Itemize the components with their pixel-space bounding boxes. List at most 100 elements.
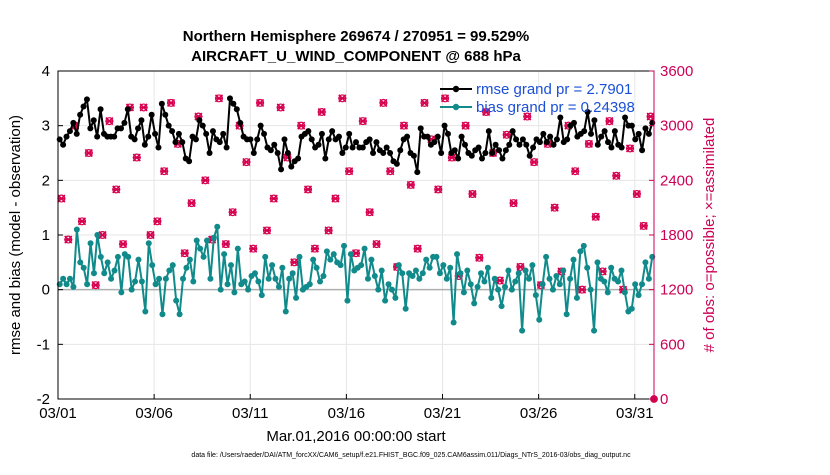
legend: rmse grand pr = 2.7901 bias grand pr = 0…: [440, 81, 635, 116]
obs-count-point: [180, 249, 189, 258]
bias-point: [224, 281, 231, 288]
rmse-point: [370, 150, 377, 156]
rmse-point: [267, 147, 274, 154]
obs-assimilated-marker: [180, 249, 189, 258]
obs-assimilated-marker: [290, 258, 299, 267]
bias-point: [272, 275, 279, 282]
rmse-point: [152, 130, 159, 137]
rmse-point: [611, 128, 618, 135]
bias-point: [241, 278, 248, 285]
rmse-point: [496, 147, 503, 154]
rmse-point: [209, 128, 216, 135]
rmse-point: [288, 163, 295, 170]
bias-point: [447, 264, 454, 271]
y2-tick-label: 3000: [660, 118, 693, 135]
chart-title: Northern Hemisphere 269674 / 270951 = 99…: [183, 28, 529, 45]
x-tick-label: 03/01: [39, 405, 77, 422]
bias-point: [255, 278, 262, 285]
bias-point: [628, 305, 635, 312]
bias-point: [399, 270, 406, 277]
bias-point: [210, 234, 217, 241]
obs-count-point: [413, 244, 422, 253]
rmse-point: [63, 133, 70, 140]
obs-assimilated-marker: [475, 253, 484, 262]
obs-count-point: [420, 98, 429, 107]
obs-count-point: [166, 98, 176, 107]
rmse-point: [628, 122, 635, 129]
y2-axis-label: # of obs: o=possible; ×=assimilated: [701, 118, 718, 353]
bias-point: [135, 256, 142, 263]
legend-rmse-label: rmse grand pr = 2.7901: [476, 81, 632, 98]
obs-count-point: [639, 221, 648, 230]
bias-point: [529, 262, 536, 269]
bias-point: [128, 286, 135, 293]
bias-point: [512, 278, 519, 285]
obs-assimilated-marker: [201, 176, 210, 185]
bias-point: [573, 294, 580, 301]
bias-point: [498, 303, 505, 310]
bias-point: [546, 275, 553, 282]
obs-assimilated-marker: [324, 226, 333, 235]
bias-point: [440, 262, 447, 269]
bias-point: [231, 289, 238, 296]
obs-count-point: [214, 94, 224, 103]
obs-assimilated-marker: [523, 112, 532, 121]
rmse-point: [380, 150, 387, 156]
rmse-point: [80, 103, 87, 110]
obs-count-point: [105, 117, 114, 126]
rmse-point: [329, 128, 336, 135]
bias-point: [108, 275, 115, 282]
chart-subtitle: AIRCRAFT_U_WIND_COMPONENT @ 688 hPa: [191, 48, 521, 65]
obs-assimilated-marker: [64, 235, 73, 244]
obs-count-point: [461, 121, 470, 130]
rmse-point: [543, 139, 550, 146]
x-axis-ticks: 03/01 03/06 03/11 03/16 03/21 03/26 03/31: [39, 394, 654, 422]
bias-point: [604, 289, 611, 296]
bias-point: [364, 275, 371, 282]
bias-point: [186, 256, 193, 263]
obs-count-point: [482, 107, 491, 117]
obs-count-point: [584, 139, 593, 148]
bias-point: [323, 248, 330, 255]
obs-assimilated-marker: [550, 203, 559, 212]
y-axis-ticks: -2 -1 0 1 2 3 4: [37, 63, 63, 408]
obs-count-point: [578, 285, 587, 294]
bias-point: [645, 275, 652, 282]
rmse-point: [564, 136, 571, 143]
rmse-point: [186, 158, 193, 165]
obs-assimilated-marker: [605, 117, 614, 126]
bias-point: [330, 251, 337, 258]
bias-point: [508, 286, 515, 293]
bias-point: [73, 226, 80, 233]
rmse-point: [479, 155, 486, 162]
rmse-point: [257, 122, 264, 129]
bias-point: [464, 267, 471, 274]
obs-assimilated-marker: [160, 167, 169, 176]
bias-point: [111, 267, 118, 274]
rmse-point: [305, 128, 312, 135]
y2-tick-label: 2400: [660, 172, 693, 189]
y2-tick-label: 1800: [660, 227, 693, 244]
obs-assimilated-marker: [365, 208, 374, 217]
obs-count-point: [228, 208, 237, 217]
obs-assimilated-marker: [214, 94, 224, 103]
rmse-point: [339, 150, 346, 156]
bias-point: [234, 245, 241, 252]
bias-point: [594, 259, 601, 266]
bias-point: [457, 270, 464, 277]
obs-assimilated-marker: [440, 94, 450, 103]
bias-point: [639, 281, 646, 288]
obs-count-point: [386, 167, 395, 176]
obs-assimilated-marker: [119, 240, 128, 249]
obs-count-point: [160, 167, 169, 176]
rmse-point: [165, 122, 172, 129]
y2-tick-label: 600: [660, 336, 685, 353]
obs-assimilated-marker: [372, 240, 381, 249]
bias-point: [467, 281, 474, 288]
bias-point: [245, 286, 252, 293]
rmse-point: [417, 125, 424, 132]
bias-point: [87, 240, 94, 247]
bias-point: [159, 311, 166, 318]
rmse-point: [584, 109, 591, 115]
